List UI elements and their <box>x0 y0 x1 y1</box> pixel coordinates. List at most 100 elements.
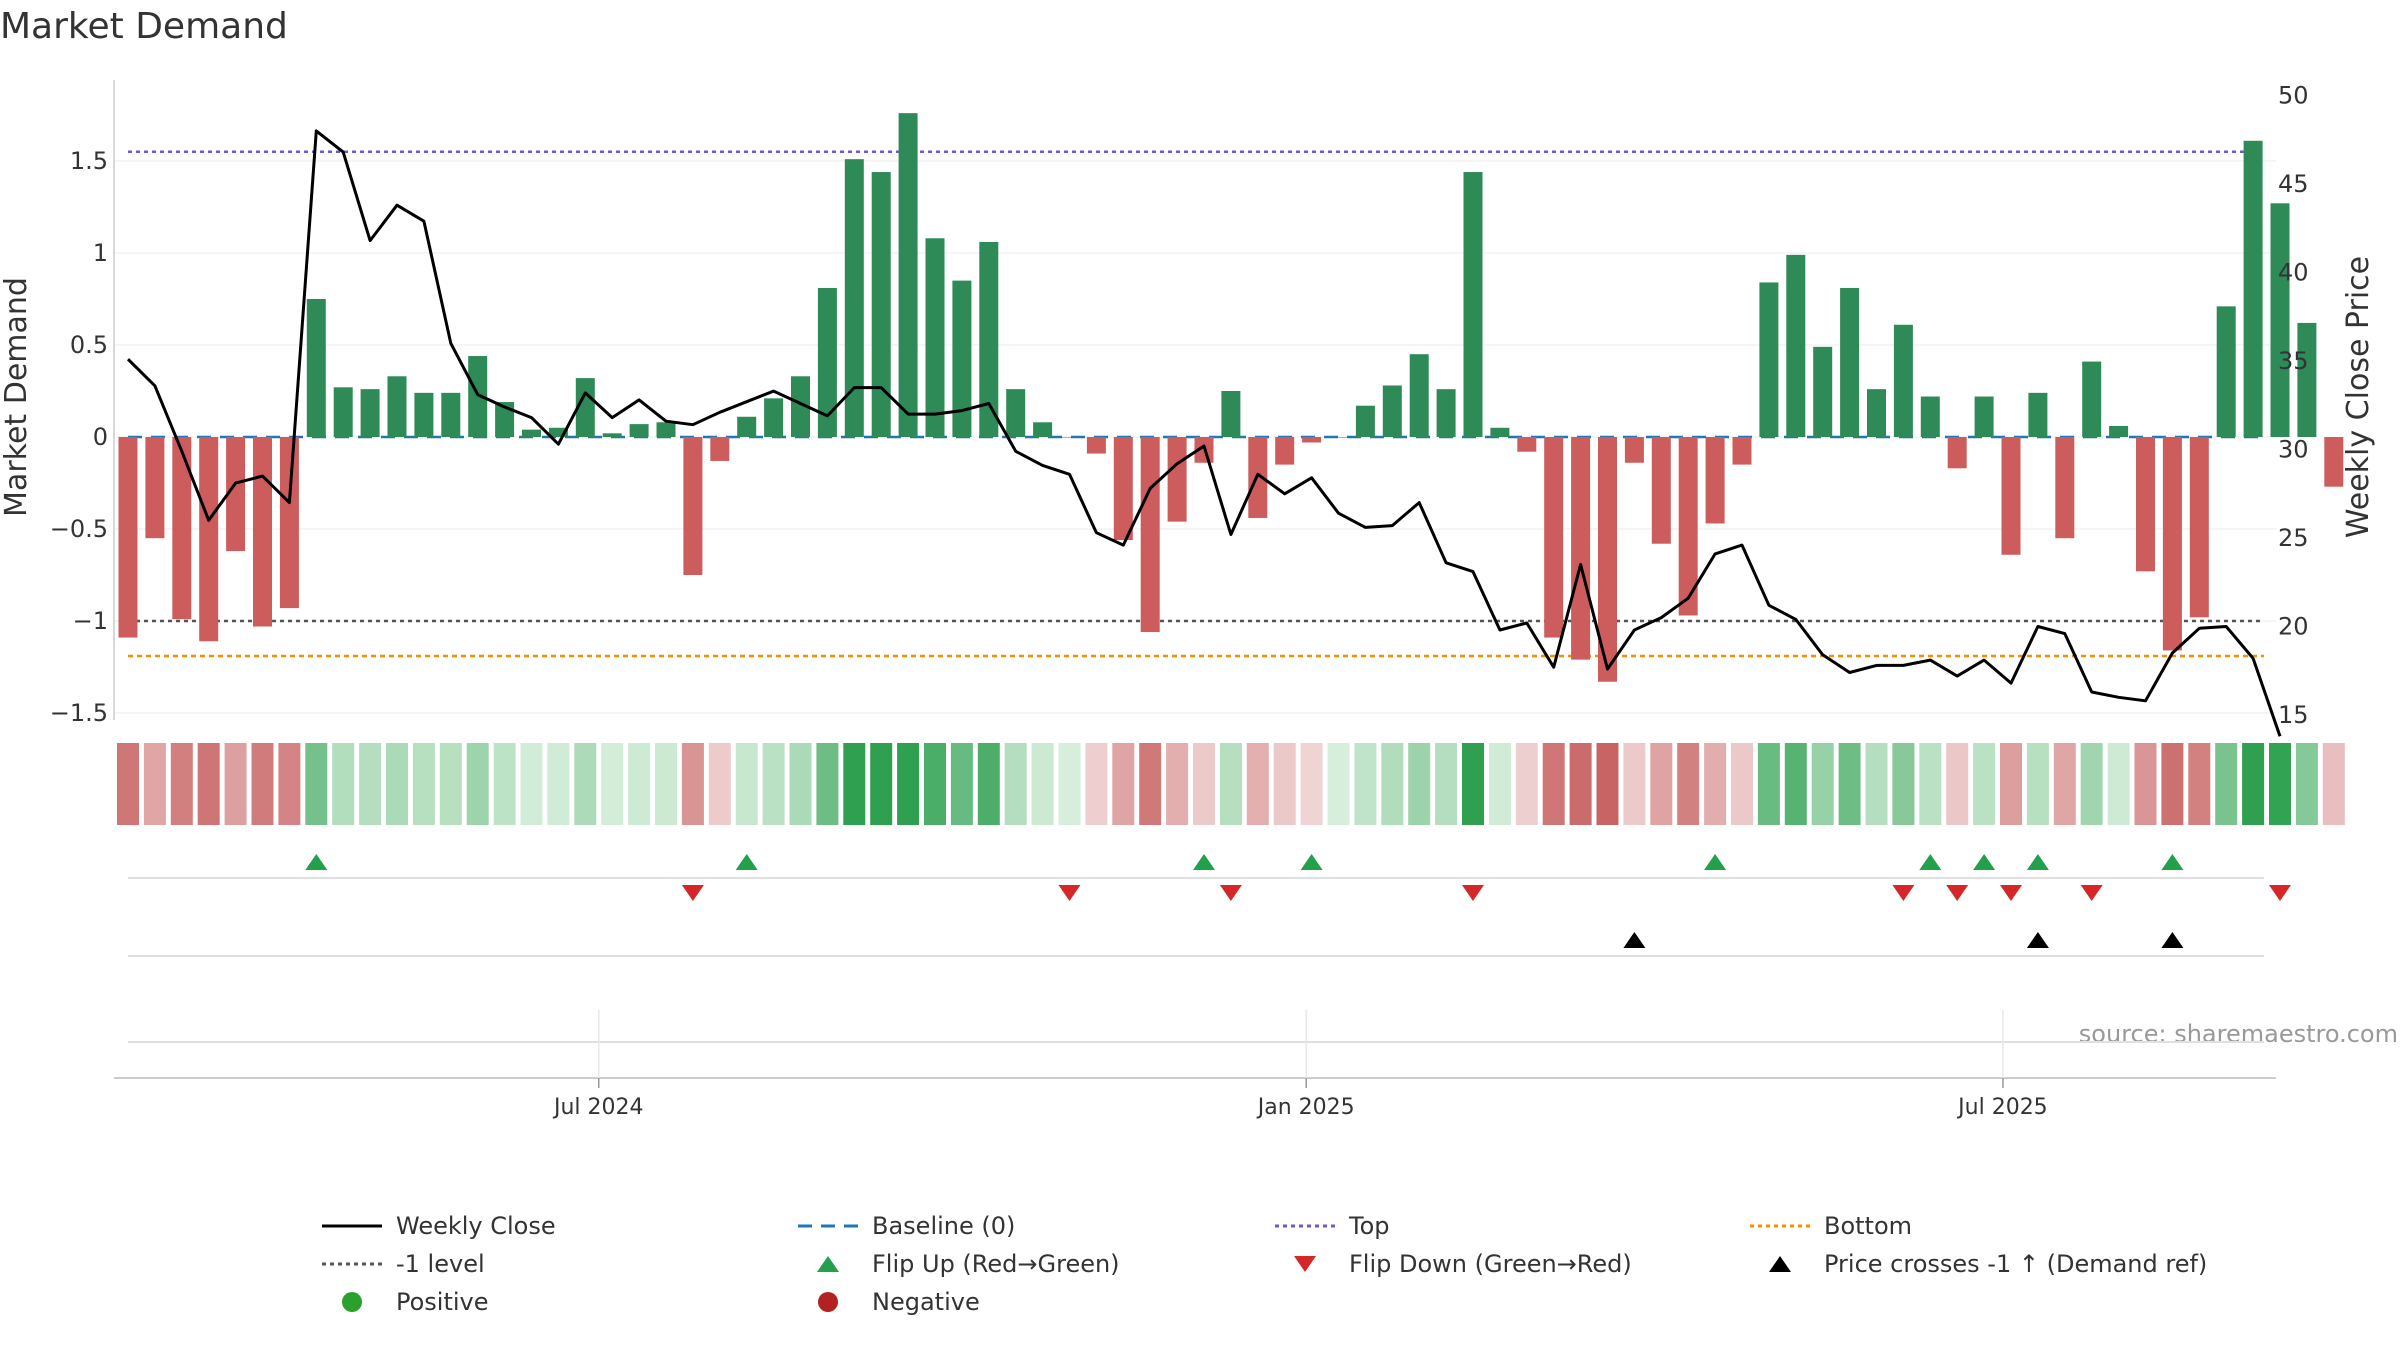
demand-bar <box>898 113 918 437</box>
right-axis-label: Weekly Close Price <box>2341 256 2376 538</box>
demand-bar <box>495 402 515 437</box>
left-tick-label: −0.5 <box>50 515 108 543</box>
heat-cell <box>466 743 489 825</box>
heat-cell <box>1811 743 1834 825</box>
heat-cell <box>1838 743 1861 825</box>
demand-bar <box>871 172 891 438</box>
demand-bar <box>2028 392 2048 437</box>
heat-cell <box>924 743 946 825</box>
legend-label: Weekly Close <box>396 1212 556 1240</box>
legend-label: -1 level <box>396 1250 485 1278</box>
legend-swatch <box>798 1224 858 1228</box>
legend-swatch <box>1750 1224 1810 1228</box>
heat-cell <box>843 743 866 825</box>
demand-bar <box>1221 391 1241 437</box>
demand-bar <box>952 280 972 437</box>
price-cross-marker <box>2161 932 2184 948</box>
demand-bar <box>279 437 299 609</box>
flip-up-marker <box>305 854 328 870</box>
heat-cell <box>2269 743 2291 825</box>
heat-cell <box>2322 743 2345 825</box>
legend-label: Top <box>1349 1212 1390 1240</box>
heat-cell <box>359 743 382 825</box>
heat-cell <box>547 743 570 825</box>
heat-cell <box>1462 743 1484 825</box>
demand-bar <box>1086 437 1106 454</box>
heat-cell <box>1569 743 1592 825</box>
demand-bar <box>1598 437 1617 682</box>
demand-bar <box>145 437 165 539</box>
heat-cell <box>977 743 1000 825</box>
legend-symbol <box>817 1256 839 1272</box>
flip-down-marker <box>1058 885 1081 901</box>
heat-cell <box>2107 743 2130 825</box>
flip-down-marker <box>681 885 704 901</box>
heat-cell <box>1946 743 1969 825</box>
heat-cell <box>1865 743 1888 825</box>
price-cross-marker <box>2026 932 2049 948</box>
heat-cell <box>2215 743 2238 825</box>
right-tick-label: 45 <box>2278 170 2309 198</box>
heat-cell <box>2188 743 2211 825</box>
heat-cell <box>601 743 624 825</box>
demand-bar <box>118 437 138 638</box>
legend-label: Negative <box>872 1288 980 1316</box>
heat-cell <box>305 743 328 825</box>
weekly-close-line <box>126 129 2282 737</box>
heat-cell <box>1004 743 1027 825</box>
heat-cell <box>1704 743 1727 825</box>
heat-cell <box>1596 743 1619 825</box>
heat-cell <box>386 743 408 825</box>
demand-bar <box>2055 437 2075 539</box>
demand-bar <box>306 299 326 437</box>
right-tick-label: 30 <box>2278 436 2309 464</box>
heat-cell <box>493 743 516 825</box>
legend-item-flip-up: Flip Up (Red→Green) <box>798 1249 1120 1279</box>
chart-title: Market Demand <box>0 6 288 47</box>
heat-cell <box>278 743 301 825</box>
heat-cell <box>735 743 758 825</box>
heat-cell <box>1542 743 1565 825</box>
heat-cell <box>1973 743 1996 825</box>
demand-bar <box>1490 427 1510 437</box>
demand-bar <box>253 437 272 627</box>
demand-bar <box>683 437 703 575</box>
demand-bar <box>1732 437 1752 465</box>
demand-bar <box>548 427 568 437</box>
demand-bar <box>1705 437 1725 524</box>
heat-cell <box>1731 743 1753 825</box>
demand-bar <box>387 376 407 437</box>
heat-cell <box>2053 743 2076 825</box>
source-label: source: sharemaestro.com <box>2079 1020 2398 1048</box>
heat-cell <box>412 743 435 825</box>
heat-cell <box>224 743 247 825</box>
heat-cell <box>708 743 731 825</box>
demand-bar <box>2216 306 2236 437</box>
demand-bar <box>1651 437 1671 544</box>
heat-cell <box>1354 743 1377 825</box>
axis-ticks: −1.5 −1 −0.5 0 0.5 1 1.5 15 20 25 30 35 40 45 50 <box>50 82 2309 730</box>
legend-swatch <box>342 1292 362 1312</box>
demand-bar <box>172 437 192 620</box>
weekly-close-series <box>126 129 2282 737</box>
demand-bar <box>199 437 219 642</box>
demand-bar <box>1759 282 1779 437</box>
heat-cell <box>439 743 462 825</box>
legend-symbol <box>342 1292 362 1312</box>
heat-cell <box>628 743 651 825</box>
price-cross-marker <box>1623 932 1646 948</box>
demand-bar <box>710 437 730 461</box>
heat-cell <box>1166 743 1189 825</box>
demand-bar <box>2136 437 2155 572</box>
demand-bar <box>468 356 488 437</box>
flip-up-marker <box>1919 854 1942 870</box>
heat-cell <box>1435 743 1458 825</box>
flip-down-marker <box>1892 885 1915 901</box>
demand-bar <box>1113 437 1133 541</box>
demand-bar <box>1409 354 1429 437</box>
heat-cell <box>143 743 166 825</box>
demand-bar <box>1436 389 1456 437</box>
legend-symbol <box>818 1292 838 1312</box>
event-markers <box>128 854 2291 1043</box>
demand-bar <box>1624 437 1644 463</box>
